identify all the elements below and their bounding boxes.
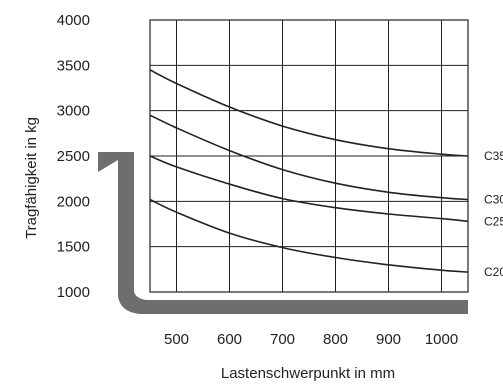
x-tick-label: 1000 [425, 331, 458, 348]
y-tick-label: 4000 [57, 12, 90, 29]
x-tick-labels: 500 600 700 800 900 1000 [164, 331, 458, 348]
series-line-c25 [149, 155, 469, 223]
x-tick-label: 500 [164, 331, 189, 348]
y-tick-label: 2000 [57, 193, 90, 210]
x-tick-label: 800 [323, 331, 348, 348]
curves [149, 69, 469, 273]
series-labels: C35 C30 C25 C20 [484, 149, 503, 279]
series-label-c20: C20 [484, 265, 503, 279]
series-label-c25: C25 [484, 214, 503, 228]
x-tick-label: 900 [376, 331, 401, 348]
y-tick-label: 1000 [57, 284, 90, 301]
y-tick-label: 1500 [57, 239, 90, 256]
grid [149, 19, 469, 293]
series-line-c20 [149, 198, 469, 273]
series-label-c30: C30 [484, 193, 503, 207]
x-tick-label: 700 [270, 331, 295, 348]
x-tick-label: 600 [217, 331, 242, 348]
y-tick-labels: 1000 1500 2000 2500 3000 3500 4000 [57, 12, 90, 301]
series-line-c35 [149, 69, 469, 157]
y-tick-label: 2500 [57, 148, 90, 165]
x-axis-label: Lastenschwerpunkt in mm [221, 365, 395, 382]
y-tick-label: 3000 [57, 103, 90, 120]
forklift-fork-shape [98, 152, 468, 314]
y-axis-label: Tragfähigkeit in kg [23, 117, 40, 239]
series-line-c30 [149, 114, 469, 201]
y-tick-label: 3500 [57, 57, 90, 74]
series-label-c35: C35 [484, 149, 503, 163]
